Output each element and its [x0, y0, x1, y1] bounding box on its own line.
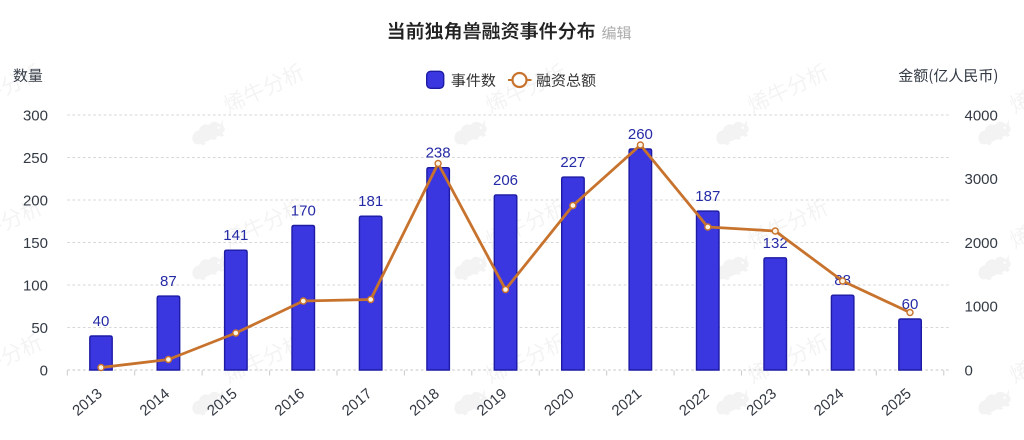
- svg-text:250: 250: [23, 150, 48, 167]
- svg-text:60: 60: [902, 296, 919, 313]
- svg-text:3000: 3000: [965, 171, 998, 188]
- svg-text:0: 0: [40, 362, 48, 379]
- svg-text:141: 141: [223, 227, 248, 244]
- svg-text:2000: 2000: [965, 235, 998, 252]
- svg-text:132: 132: [763, 235, 788, 252]
- svg-text:170: 170: [291, 203, 316, 220]
- svg-text:187: 187: [695, 188, 720, 205]
- svg-text:1000: 1000: [965, 299, 998, 316]
- svg-text:206: 206: [493, 172, 518, 189]
- svg-text:40: 40: [93, 313, 110, 330]
- svg-text:200: 200: [23, 192, 48, 209]
- svg-text:4000: 4000: [965, 107, 998, 124]
- svg-text:227: 227: [560, 154, 585, 171]
- svg-text:238: 238: [426, 145, 451, 162]
- svg-text:50: 50: [31, 320, 48, 337]
- svg-text:87: 87: [160, 273, 177, 290]
- svg-text:100: 100: [23, 277, 48, 294]
- svg-text:150: 150: [23, 235, 48, 252]
- svg-text:260: 260: [628, 126, 653, 143]
- svg-text:0: 0: [965, 362, 973, 379]
- svg-text:181: 181: [358, 193, 383, 210]
- svg-text:300: 300: [23, 107, 48, 124]
